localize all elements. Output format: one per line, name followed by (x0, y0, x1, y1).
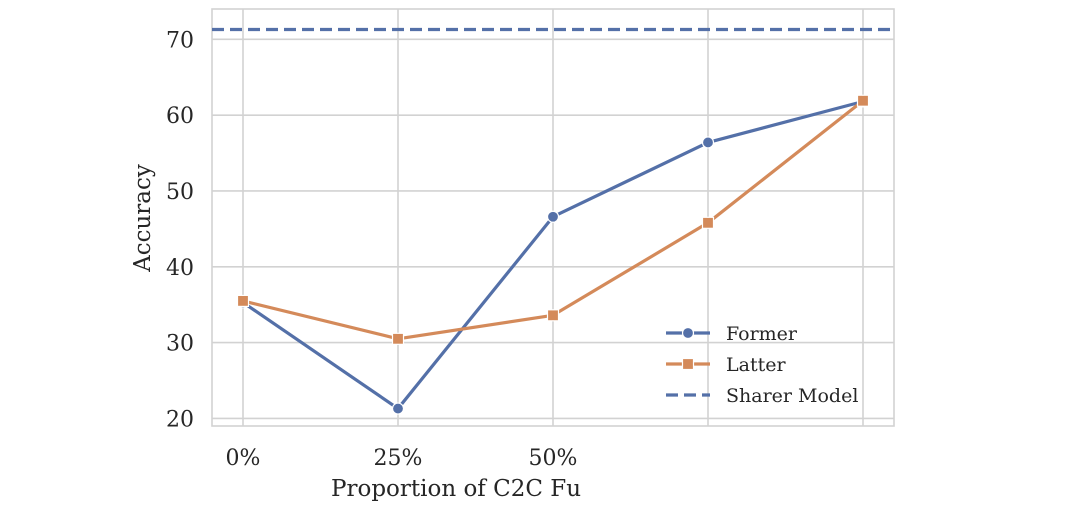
y-tick-label: 70 (166, 28, 194, 53)
x-tick-label: 25% (374, 446, 423, 471)
grid-lines (212, 9, 894, 426)
series-lines (236, 94, 870, 415)
y-tick-label: 20 (166, 407, 194, 432)
y-tick-label: 60 (166, 104, 194, 129)
x-axis-label: Proportion of C2C Fu (331, 476, 581, 502)
x-tick-labels: 0% 25% 50% (226, 446, 578, 471)
y-tick-label: 30 (166, 332, 194, 357)
legend: Former Latter Sharer Model (666, 323, 858, 407)
x-tick-label: 0% (226, 446, 261, 471)
latter-point (546, 309, 560, 322)
legend-marker (681, 357, 695, 371)
former-point (391, 402, 405, 415)
y-axis-label: Accuracy (130, 164, 156, 273)
latter-point (391, 332, 405, 345)
legend-label: Former (726, 323, 798, 345)
latter-point (701, 216, 715, 229)
y-tick-label: 40 (166, 256, 194, 281)
legend-marker (681, 326, 695, 340)
former-point (701, 136, 715, 149)
former-point (546, 210, 560, 223)
x-tick-label: 50% (529, 446, 578, 471)
y-tick-label: 50 (166, 180, 194, 205)
latter-point (236, 294, 250, 307)
cropped-overlay (588, 430, 1080, 505)
latter-point (856, 94, 870, 107)
legend-label: Latter (726, 354, 786, 376)
legend-label: Sharer Model (726, 385, 858, 407)
plot-frame (211, 8, 895, 427)
y-tick-labels: 20 30 40 50 60 70 (166, 28, 194, 432)
